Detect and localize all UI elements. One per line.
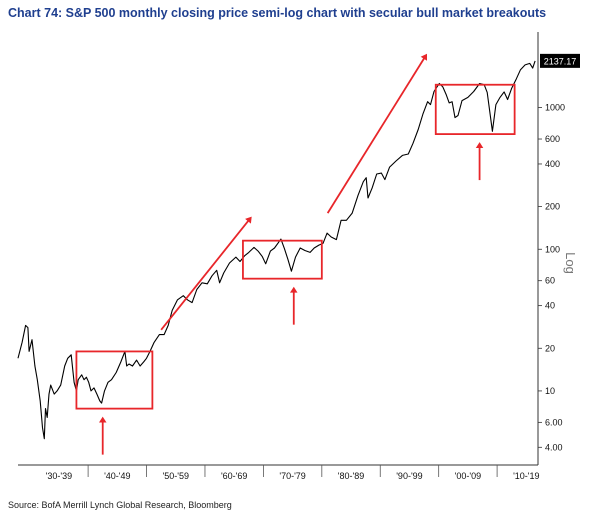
y-tick-label: 1000 xyxy=(545,103,565,113)
trend-arrow-4 xyxy=(160,219,250,331)
last-value-box xyxy=(540,53,580,68)
x-tick-label: '80-'89 xyxy=(338,471,364,481)
x-tick-label: '40-'49 xyxy=(104,471,130,481)
x-tick-label: '10-'19 xyxy=(513,471,539,481)
trend-arrow-5 xyxy=(326,56,426,214)
y-tick-label: 20 xyxy=(545,343,555,353)
y-tick-label: 6.00 xyxy=(545,417,563,427)
trend-arrow-head-5 xyxy=(420,53,427,61)
y-axis: 4.00 6.00 10 20 40 60 100 200 400 600 1000 Log 2137.… xyxy=(538,53,580,452)
last-value-label: 2137.17 xyxy=(544,56,577,66)
x-axis: '30-'39 '40-'49 '50-'59 '60-'69 '70-'79 '80-'… xyxy=(46,465,540,481)
up-arrow-head-1 xyxy=(99,416,107,423)
x-tick-label: '90-'99 xyxy=(396,471,422,481)
trend-arrow-head-4 xyxy=(245,216,252,224)
annotations-layer xyxy=(75,53,516,455)
series-layer xyxy=(17,60,536,440)
y-axis-title: Log xyxy=(563,252,578,274)
breakout-box-2 xyxy=(242,239,323,280)
breakout-box-1 xyxy=(75,350,154,410)
x-tick-label: '50-'59 xyxy=(163,471,189,481)
y-tick-label: 10 xyxy=(545,386,555,396)
plot-frame xyxy=(18,32,539,466)
up-arrow-head-3 xyxy=(475,142,484,148)
x-tick-label: '00-'09 xyxy=(455,471,481,481)
sp500-series-line xyxy=(17,60,536,440)
y-tick-label: 100 xyxy=(545,244,560,254)
chart-source: Source: BofA Merrill Lynch Global Resear… xyxy=(8,500,232,510)
up-arrow-head-2 xyxy=(290,286,298,293)
y-tick-label: 4.00 xyxy=(545,442,563,452)
x-tick-label: '60-'69 xyxy=(221,471,247,481)
x-tick-label: '30-'39 xyxy=(46,471,72,481)
y-tick-label: 600 xyxy=(545,134,560,144)
breakout-box-3 xyxy=(434,83,516,135)
chart-title: Chart 74: S&P 500 monthly closing price … xyxy=(8,6,547,20)
x-tick-label: '70-'79 xyxy=(279,471,305,481)
y-tick-label: 40 xyxy=(545,301,555,311)
y-tick-label: 400 xyxy=(545,159,560,169)
y-tick-label: 60 xyxy=(545,276,555,286)
y-tick-label: 200 xyxy=(545,202,560,212)
